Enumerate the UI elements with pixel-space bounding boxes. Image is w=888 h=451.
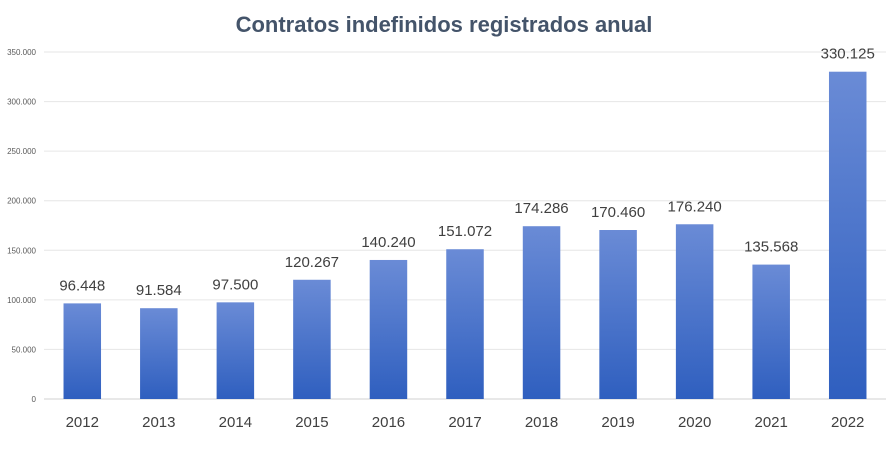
data-label: 174.286: [514, 200, 568, 217]
data-label: 170.460: [591, 204, 645, 221]
x-tick-label: 2019: [601, 414, 634, 431]
bars: [63, 71, 867, 399]
y-axis-ticks: 0 50.000 100.000 150.000 200.000 250.000 300.0…: [7, 48, 36, 404]
x-tick-label: 2020: [678, 414, 711, 431]
x-tick-label: 2015: [295, 414, 328, 431]
y-tick-label: 350.000: [7, 48, 36, 57]
x-tick-label: 2013: [142, 414, 175, 431]
y-tick-label: 50.000: [12, 345, 37, 354]
y-tick-label: 250.000: [7, 147, 36, 156]
data-label: 151.072: [438, 223, 492, 240]
bar-2016: [369, 259, 408, 399]
data-label: 135.568: [744, 239, 798, 256]
bar-2013: [140, 308, 178, 399]
bar-2018: [522, 226, 561, 399]
data-labels: 96.448 91.584 97.500 120.267 140.240 151.072 1…: [59, 46, 875, 299]
data-label: 91.584: [136, 282, 182, 299]
y-tick-label: 100.000: [7, 296, 36, 305]
y-tick-label: 300.000: [7, 98, 36, 107]
data-label: 97.500: [212, 276, 258, 293]
bar-2015: [293, 279, 331, 399]
bar-2019: [599, 230, 637, 399]
bar-2012: [63, 303, 102, 399]
x-tick-label: 2012: [66, 414, 99, 431]
data-label: 330.125: [821, 46, 875, 63]
data-label: 140.240: [361, 234, 415, 251]
data-label: 176.240: [668, 198, 722, 215]
data-label: 96.448: [59, 277, 105, 294]
bar-2017: [446, 249, 484, 399]
x-tick-label: 2018: [525, 414, 558, 431]
x-tick-label: 2016: [372, 414, 405, 431]
bar-2020: [675, 224, 714, 399]
bar-2014: [216, 302, 255, 399]
y-tick-label: 0: [32, 395, 37, 404]
y-tick-label: 150.000: [7, 246, 36, 255]
x-axis-ticks: 2012 2013 2014 2015 2016 2017 2018 2019 2020 2021…: [66, 414, 865, 431]
data-label: 120.267: [285, 254, 339, 271]
x-tick-label: 2014: [219, 414, 252, 431]
chart-title: Contratos indefinidos registrados anual: [235, 12, 653, 37]
bar-2021: [752, 264, 790, 399]
x-tick-label: 2017: [448, 414, 481, 431]
x-tick-label: 2021: [754, 414, 787, 431]
x-tick-label: 2022: [831, 414, 864, 431]
bar-2022: [828, 71, 867, 399]
y-tick-label: 200.000: [7, 197, 36, 206]
